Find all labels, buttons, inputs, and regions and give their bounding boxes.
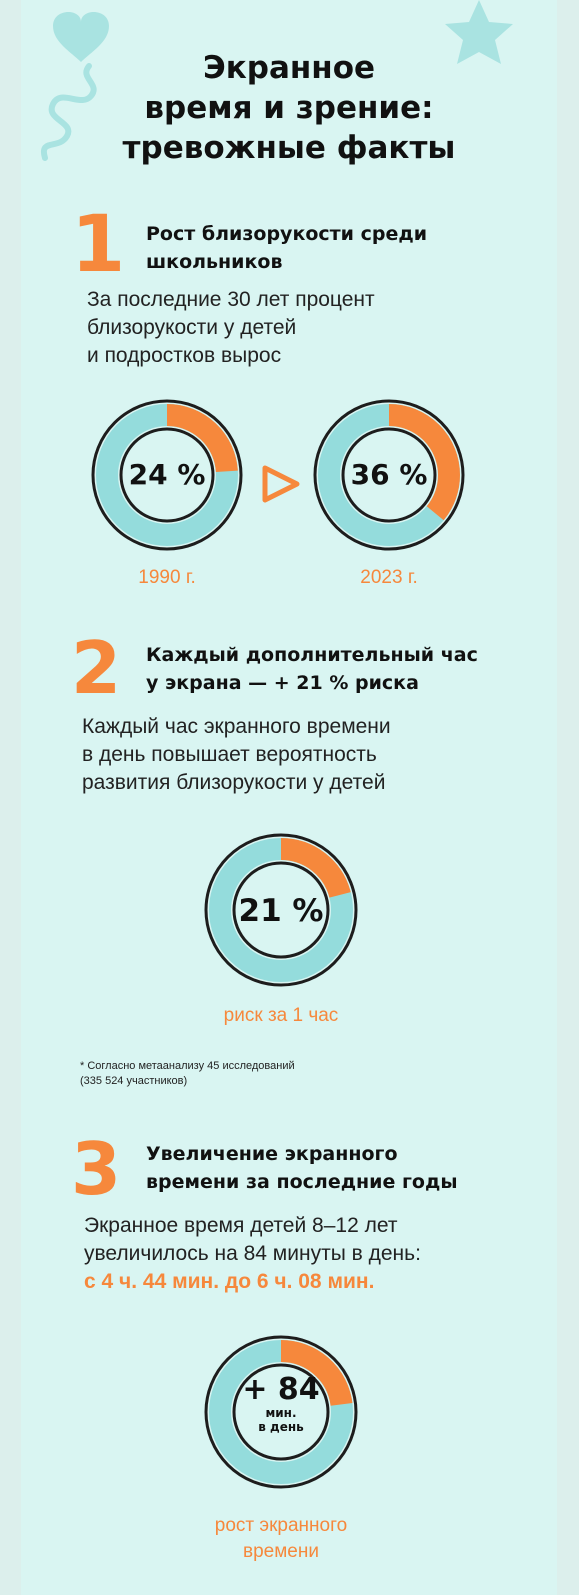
ring-inner-outline <box>119 427 215 523</box>
ring-screen-time-label-2: времени <box>243 1541 319 1562</box>
footnote-line-1: * Согласно метаанализу 45 исследований <box>80 1060 295 1072</box>
title-line-1: Экранное <box>202 50 376 86</box>
section-2-text-line-2: в день повышает вероятность <box>82 743 377 766</box>
section-2-heading-line-2: у экрана — + 21 % риска <box>146 672 419 694</box>
ring-risk-value: 21 % <box>238 893 324 929</box>
ring-outer-outline <box>204 833 358 987</box>
star-decoration-icon <box>445 0 513 64</box>
section-2-text-line-3: развития близорукости у детей <box>82 771 386 794</box>
ring-2023-label: 2023 г. <box>360 567 418 588</box>
ring-inner-outline <box>232 861 330 959</box>
section-3-heading-line-1: Увеличение экранного <box>146 1143 398 1165</box>
ring-screen-time-number: + 84 <box>242 1372 320 1407</box>
ring-outer-outline <box>313 399 465 551</box>
section-3-heading: Увеличение экранного времени за последни… <box>146 1140 546 1196</box>
ring-inner-outline <box>232 1363 330 1461</box>
page-title: Экранное время и зрение: тревожные факты <box>21 48 557 168</box>
ring-screen-time-value: + 84 мин. в день <box>231 1372 331 1435</box>
section-1-number: 1 <box>71 200 126 290</box>
ring-progress-arc <box>318 404 460 546</box>
ring-screen-time <box>204 1335 358 1489</box>
section-3-highlight: с 4 ч. 44 мин. до 6 ч. 08 мин. <box>84 1270 375 1293</box>
ring-progress-arc <box>209 838 353 982</box>
section-2-text: Каждый час экранного времени в день повы… <box>82 713 542 797</box>
ring-risk <box>204 833 358 987</box>
section-1-text: За последние 30 лет процент близорукости… <box>87 286 527 370</box>
ring-1990-label: 1990 г. <box>138 567 196 588</box>
ring-outer-outline <box>91 399 243 551</box>
title-line-3: тревожные факты <box>122 130 456 166</box>
section-3-text: Экранное время детей 8–12 лет увеличилос… <box>84 1212 544 1296</box>
ring-1990-value: 24 % <box>128 458 206 491</box>
ring-risk-label: риск за 1 час <box>223 1005 339 1026</box>
infographic-panel: Экранное время и зрение: тревожные факты… <box>21 0 557 1595</box>
title-line-2: время и зрение: <box>144 90 434 126</box>
ring-inner-outline <box>341 427 437 523</box>
ring-progress-arc <box>96 404 238 546</box>
section-3-text-line-2: увеличилось на 84 минуты в день: <box>84 1242 421 1265</box>
section-2-text-line-1: Каждый час экранного времени <box>82 715 391 738</box>
ring-screen-time-unit-2: в день <box>258 1420 304 1434</box>
section-3-text-line-1: Экранное время детей 8–12 лет <box>84 1214 398 1237</box>
ring-progress-arc <box>209 1340 353 1484</box>
ring-screen-time-unit-1: мин. <box>265 1406 297 1420</box>
arrow-right-icon <box>262 465 300 503</box>
section-1-text-line-1: За последние 30 лет процент <box>87 288 375 311</box>
ring-screen-time-label: рост экранного времени <box>171 1513 391 1565</box>
ring-outer-outline <box>204 1335 358 1489</box>
section-3-heading-line-2: времени за последние годы <box>146 1171 458 1193</box>
ring-screen-time-label-1: рост экранного <box>214 1515 348 1536</box>
section-3-number: 3 <box>71 1127 122 1211</box>
footnote-line-2: (335 524 участников) <box>80 1075 188 1087</box>
section-1-heading: Рост близорукости среди школьников <box>146 220 546 276</box>
section-1-text-line-2: близорукости у детей <box>87 316 297 339</box>
section-1-text-line-3: и подростков вырос <box>87 344 282 367</box>
ring-2023-value: 36 % <box>350 458 428 491</box>
ring-2023 <box>313 399 465 551</box>
section-2-heading: Каждый дополнительный час у экрана — + 2… <box>146 641 546 697</box>
ring-1990 <box>91 399 243 551</box>
section-2-heading-line-1: Каждый дополнительный час <box>146 644 478 666</box>
section-1-heading-line-2: школьников <box>146 251 283 273</box>
section-1-heading-line-1: Рост близорукости среди <box>146 223 428 245</box>
heart-decoration-icon <box>53 11 109 62</box>
section-2-number: 2 <box>71 626 122 710</box>
footnote: * Согласно метаанализу 45 исследований (… <box>80 1059 480 1089</box>
spiral-decoration-icon <box>40 63 97 161</box>
